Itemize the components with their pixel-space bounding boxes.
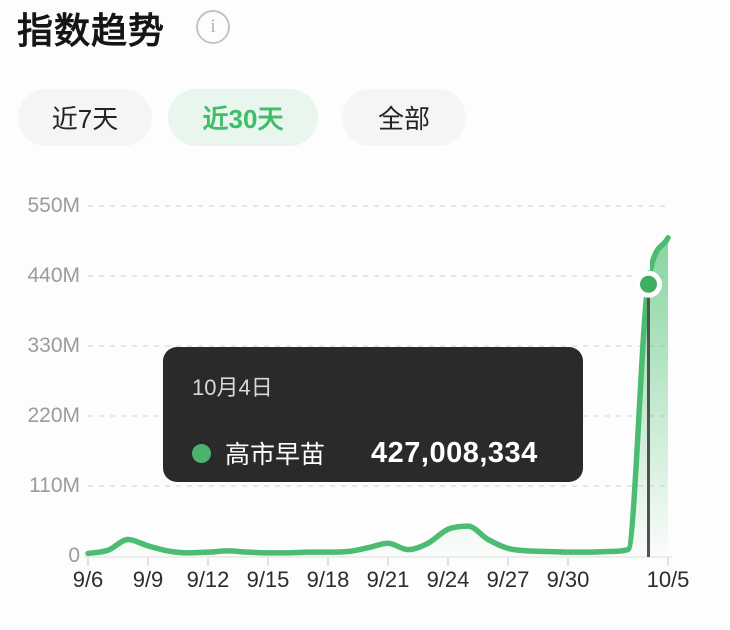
x-tick-label: 9/9 (133, 567, 164, 593)
y-tick-label: 110M (0, 474, 80, 498)
series-dot-icon (192, 444, 211, 463)
x-tick-label: 9/12 (187, 567, 230, 593)
x-tick-label: 9/6 (73, 567, 104, 593)
tooltip-row: 高市早苗 427,008,334 (192, 435, 538, 471)
y-tick-label: 550M (0, 194, 80, 218)
y-tick-label: 0 (0, 544, 80, 568)
trend-chart-canvas[interactable] (0, 0, 730, 630)
y-tick-label: 440M (0, 264, 80, 288)
index-trend-widget: 指数趋势 i 近7天 近30天 全部 550M440M330M220M110M0… (0, 0, 730, 630)
x-tick-label: 9/15 (247, 567, 290, 593)
tooltip-value: 427,008,334 (371, 437, 538, 470)
y-tick-label: 330M (0, 334, 80, 358)
tooltip-date: 10月4日 (192, 370, 273, 402)
x-tick-label: 9/18 (307, 567, 350, 593)
y-tick-label: 220M (0, 404, 80, 428)
x-tick-label: 9/21 (367, 567, 410, 593)
x-tick-label: 9/30 (547, 567, 590, 593)
x-tick-label: 9/27 (487, 567, 530, 593)
x-tick-label: 9/24 (427, 567, 470, 593)
tooltip-series-name: 高市早苗 (225, 435, 325, 471)
x-tick-label: 10/5 (647, 567, 690, 593)
chart-tooltip: 10月4日 高市早苗 427,008,334 (163, 347, 583, 482)
highlight-point-dot (640, 276, 657, 293)
